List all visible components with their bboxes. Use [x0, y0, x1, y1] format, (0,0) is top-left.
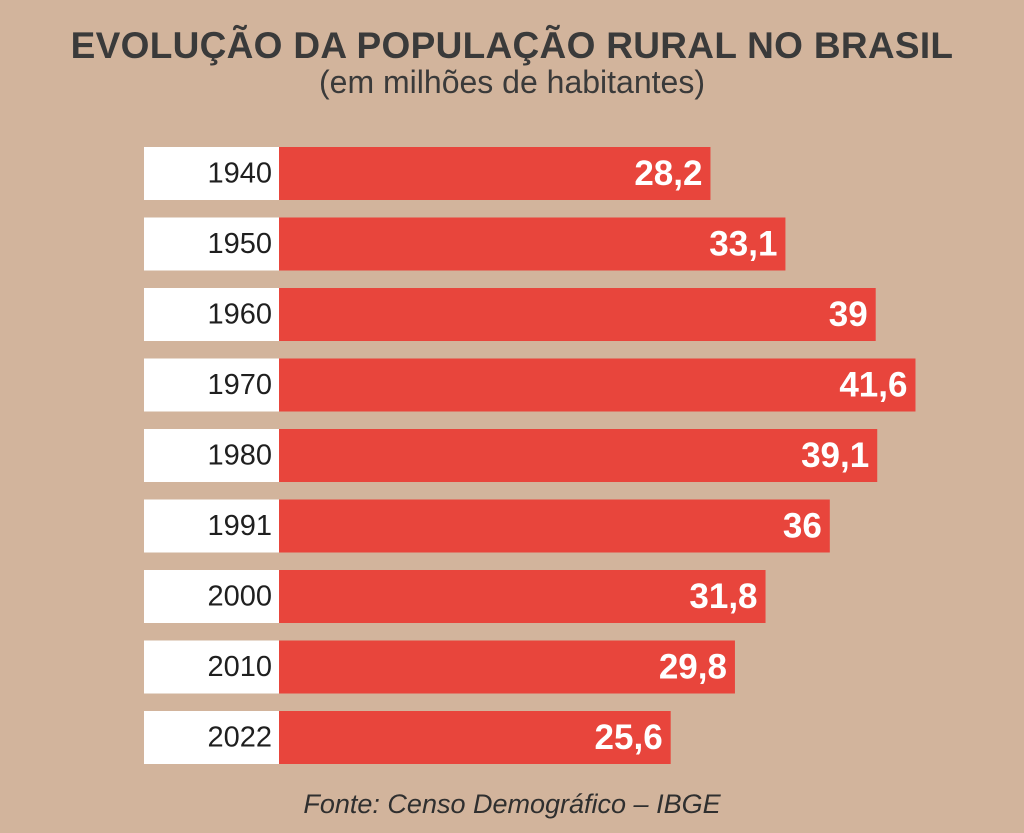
category-label: 2010: [207, 651, 272, 683]
bar-row: 1950 33,1: [144, 217, 786, 271]
data-label: 39: [829, 295, 868, 334]
bar-row: 1970 41,6: [144, 358, 916, 412]
bar: [279, 711, 671, 764]
bar: [279, 288, 876, 341]
data-label: 29,8: [659, 648, 727, 687]
category-label-box: [144, 217, 279, 271]
bar: [279, 429, 878, 482]
data-label: 31,8: [689, 577, 757, 616]
category-label: 1970: [207, 369, 272, 401]
category-label: 1991: [207, 510, 272, 542]
category-label: 1950: [207, 228, 272, 260]
bar-row: 2022 25,6: [144, 711, 671, 764]
bar-row: 1940 28,2: [144, 147, 711, 200]
category-label: 1940: [207, 158, 272, 190]
category-label: 2022: [207, 722, 272, 754]
bar: [279, 358, 916, 412]
chart-source: Fonte: Censo Demográfico – IBGE: [303, 789, 721, 819]
bar-row: 1960 39: [144, 288, 876, 341]
bar: [279, 640, 735, 694]
category-label-box: [144, 499, 279, 553]
bar: [279, 217, 786, 271]
bar: [279, 570, 766, 623]
bar-row: 2000 31,8: [144, 570, 766, 623]
chart-title: EVOLUÇÃO DA POPULAÇÃO RURAL NO BRASIL: [70, 25, 954, 66]
bar-row: 2010 29,8: [144, 640, 735, 694]
category-label-box: [144, 358, 279, 412]
bar: [279, 499, 830, 553]
chart-subtitle: (em milhões de habitantes): [319, 64, 705, 100]
category-label-box: [144, 147, 279, 200]
category-label: 1980: [207, 440, 272, 472]
category-label-box: [144, 640, 279, 694]
bar-row: 1991 36: [144, 499, 830, 553]
category-label: 1960: [207, 299, 272, 331]
data-label: 39,1: [801, 436, 869, 475]
data-label: 36: [783, 507, 822, 546]
category-label-box: [144, 570, 279, 623]
bar: [279, 147, 711, 200]
category-label-box: [144, 711, 279, 764]
data-label: 25,6: [595, 718, 663, 757]
data-label: 41,6: [839, 366, 907, 405]
category-label-box: [144, 429, 279, 482]
bar-row: 1980 39,1: [144, 429, 878, 482]
category-label-box: [144, 288, 279, 341]
data-label: 33,1: [709, 225, 777, 264]
category-label: 2000: [207, 581, 272, 613]
data-label: 28,2: [634, 154, 702, 193]
